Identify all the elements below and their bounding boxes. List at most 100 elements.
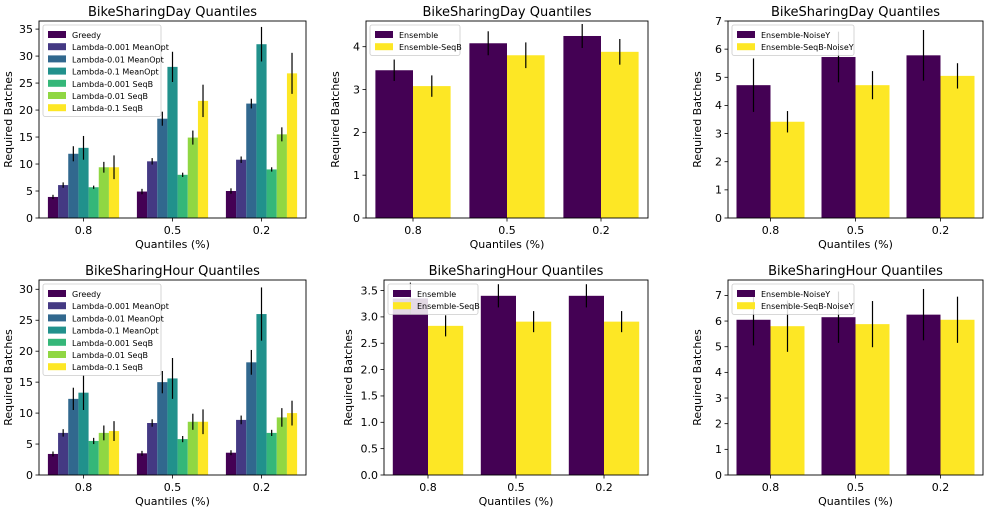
bar <box>225 191 237 218</box>
y-tick-label: 5 <box>715 341 722 354</box>
legend-swatch <box>48 338 66 346</box>
legend-swatch <box>737 43 755 51</box>
bar <box>375 70 413 218</box>
chart-panel-2: 0 1 2 3 4 0.8 0.5 0.2 BikeSharingDay Quantiles Qu… <box>329 5 649 251</box>
y-tick-label: 2 <box>715 156 722 169</box>
y-tick-label: 1 <box>715 443 722 456</box>
bar <box>78 392 89 475</box>
y-tick-label: 0 <box>26 469 33 482</box>
legend-swatch <box>48 43 66 51</box>
chart-panel-3: 0 1 2 3 4 5 6 7 0.8 0.5 0.2 BikeSharingDay Quantile… <box>691 5 984 251</box>
bar <box>177 174 188 218</box>
legend-swatch <box>48 363 66 371</box>
legend: Ensemble-NoiseY Ensemble-SeqB-NoiseY <box>731 283 855 315</box>
y-tick-label: 0.5 <box>361 442 379 455</box>
y-tick-label: 2.5 <box>361 337 379 350</box>
bar <box>568 295 604 475</box>
legend-box <box>42 283 162 376</box>
legend-label: Ensemble-NoiseY <box>761 290 830 299</box>
bar <box>88 440 99 475</box>
chart-panel-1: 0 5 10 15 20 25 30 35 0.8 0.5 0.2 BikeSharingDay Qu… <box>2 5 307 251</box>
bar <box>480 295 516 475</box>
y-tick-label: 0 <box>715 212 722 225</box>
legend-label: Ensemble-SeqB <box>417 302 480 311</box>
x-axis-label: Quantiles (%) <box>818 495 893 508</box>
bar <box>276 134 287 218</box>
chart-title: BikeSharingHour Quantiles <box>85 264 260 279</box>
x-axis-label: Quantiles (%) <box>479 495 554 508</box>
legend: Ensemble Ensemble-SeqB <box>387 283 480 315</box>
chart-panel-5: 0.0 0.5 1.0 1.5 2.0 2.5 3.0 3.5 0.8 0.5 0.2 BikeSha… <box>342 264 649 508</box>
y-tick-label: 25 <box>19 314 33 327</box>
y-axis-label: Required Batches <box>2 71 15 168</box>
y-axis-label: Required Batches <box>2 329 15 426</box>
legend-swatch <box>48 67 66 75</box>
bar <box>136 191 148 218</box>
y-tick-label: 6 <box>715 43 722 56</box>
legend-box <box>731 24 855 56</box>
legend-swatch <box>48 302 66 310</box>
bar <box>68 398 79 475</box>
y-tick-label: 0.0 <box>361 469 379 482</box>
chart-title: BikeSharingHour Quantiles <box>768 264 943 279</box>
legend-swatch <box>375 31 393 38</box>
x-tick-label: 0.5 <box>847 481 865 494</box>
legend-label: Lambda-0.1 MeanOpt <box>72 327 159 336</box>
bar <box>167 66 178 218</box>
legend-label: Lambda-0.1 SeqB <box>72 363 143 372</box>
y-tick-label: 15 <box>19 376 33 389</box>
legend-swatch <box>393 290 411 297</box>
chart-title: BikeSharingDay Quantiles <box>771 5 940 20</box>
y-tick-label: 1.0 <box>361 416 379 429</box>
y-axis-label: Required Batches <box>329 71 342 168</box>
bar <box>940 75 975 218</box>
legend-label: Greedy <box>72 31 101 40</box>
bar <box>906 55 941 218</box>
y-tick-label: 5 <box>26 438 33 451</box>
legend-label: Ensemble-SeqB-NoiseY <box>761 302 854 311</box>
legend-label: Lambda-0.01 MeanOpt <box>72 55 164 64</box>
y-tick-label: 0 <box>353 212 360 225</box>
legend-label: Lambda-0.1 MeanOpt <box>72 68 159 77</box>
x-tick-label: 0.8 <box>404 224 422 237</box>
y-tick-label: 25 <box>19 77 33 90</box>
x-axis-label: Quantiles (%) <box>818 238 893 251</box>
legend-swatch <box>737 302 755 310</box>
y-tick-label: 7 <box>715 289 722 302</box>
bar <box>821 57 856 218</box>
bar <box>770 121 805 218</box>
y-tick-label: 0 <box>26 212 33 225</box>
bar <box>157 118 168 218</box>
legend: Greedy Lambda-0.001 MeanOpt Lambda-0.01 Me… <box>42 283 169 376</box>
bar <box>197 421 209 475</box>
legend-swatch <box>48 314 66 322</box>
y-tick-label: 5 <box>715 71 722 84</box>
y-tick-label: 3.5 <box>361 284 379 297</box>
bar <box>98 432 109 475</box>
bar <box>187 137 198 218</box>
bar <box>428 325 464 475</box>
y-tick-label: 0 <box>715 469 722 482</box>
x-axis-label: Quantiles (%) <box>135 238 210 251</box>
x-tick-label: 0.8 <box>762 481 780 494</box>
bar <box>940 319 975 475</box>
bar <box>167 378 178 475</box>
y-tick-label: 4 <box>715 99 722 112</box>
x-tick-label: 0.8 <box>75 481 93 494</box>
legend-label: Lambda-0.1 SeqB <box>72 104 143 113</box>
y-tick-label: 5 <box>26 185 33 198</box>
legend-label: Lambda-0.01 SeqB <box>72 351 148 360</box>
y-tick-label: 20 <box>19 345 33 358</box>
bar <box>286 73 298 218</box>
y-axis-label: Required Batches <box>691 329 704 426</box>
x-tick-label: 0.8 <box>419 481 437 494</box>
bar <box>563 35 601 218</box>
bar <box>601 51 639 218</box>
x-axis-label: Quantiles (%) <box>470 238 545 251</box>
bar <box>236 159 247 218</box>
bar <box>147 423 158 475</box>
bar <box>136 453 148 475</box>
legend-swatch <box>48 290 66 297</box>
y-tick-label: 1 <box>353 169 360 182</box>
